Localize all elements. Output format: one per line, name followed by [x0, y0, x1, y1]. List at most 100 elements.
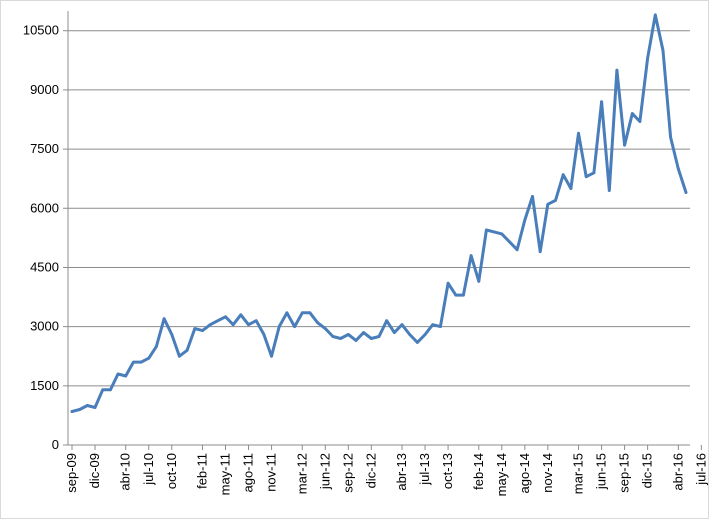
x-tick-label: jun-12: [317, 453, 332, 490]
data-point: [623, 143, 626, 147]
x-tick-label: sep-12: [340, 453, 355, 493]
x-tick-label: sep-15: [617, 453, 632, 493]
x-tick-label: abr-13: [394, 453, 409, 491]
x-tick-label: feb-11: [194, 453, 209, 489]
x-tick-label: ago-14: [517, 453, 532, 493]
data-point: [477, 279, 481, 283]
data-point: [193, 327, 197, 331]
data-point: [653, 13, 657, 17]
data-point: [70, 410, 74, 413]
data-point: [185, 348, 189, 352]
x-tick-label: nov-11: [264, 453, 279, 492]
data-point: [439, 325, 442, 329]
data-point: [270, 354, 273, 358]
y-tick-label: 6000: [30, 200, 59, 215]
data-point: [515, 248, 519, 252]
y-tick-label: 1500: [30, 378, 59, 393]
data-point: [615, 68, 619, 72]
x-tick-label: nov-14: [540, 453, 555, 493]
data-point: [392, 331, 396, 334]
x-tick-label: dic-15: [640, 453, 655, 488]
data-point: [408, 333, 412, 336]
y-tick-label: 4500: [30, 259, 59, 274]
data-point: [139, 360, 143, 364]
data-point: [208, 323, 212, 327]
x-tick-label: abr-10: [118, 453, 133, 491]
data-point: [577, 131, 580, 135]
data-point: [523, 218, 527, 222]
data-point: [101, 388, 105, 392]
x-tick-labels: sep-09 dic-09 abr-10 jul-10 oct-10 feb-11 may-…: [64, 453, 708, 496]
y-tick-label: 9000: [30, 82, 59, 97]
data-point: [385, 319, 389, 323]
data-point: [285, 311, 289, 315]
data-point: [630, 112, 634, 115]
data-point: [676, 167, 680, 171]
x-tick-label: feb-14: [471, 453, 486, 490]
data-point: [369, 337, 373, 340]
data-point: [316, 321, 319, 325]
data-point: [469, 254, 473, 258]
x-tick-label: mar-15: [571, 453, 586, 494]
x-tick-label: jul-10: [141, 453, 156, 486]
data-point: [669, 135, 673, 139]
data-point: [538, 250, 542, 254]
data-point: [531, 195, 534, 198]
data-point: [108, 388, 112, 392]
data-point: [400, 323, 404, 327]
data-point: [462, 293, 465, 297]
data-point: [592, 171, 596, 175]
x-tick-label: ago-11: [241, 453, 256, 493]
data-point: [661, 49, 665, 52]
data-point: [561, 173, 565, 177]
data-point: [323, 327, 327, 331]
data-point: [300, 311, 304, 315]
data-point: [346, 333, 350, 336]
data-point: [262, 333, 266, 336]
data-point: [638, 120, 642, 123]
y-tick-label: 10500: [23, 23, 59, 38]
y-tick-label: 3000: [30, 319, 59, 334]
data-point: [162, 317, 166, 321]
data-point: [584, 175, 588, 179]
data-point: [216, 319, 220, 323]
y-tick-labels: 0 1500 3000 4500 6000 7500 9000 10500: [23, 23, 59, 452]
data-point: [646, 56, 650, 60]
data-point: [224, 315, 227, 319]
data-point: [247, 323, 250, 327]
data-point: [607, 189, 611, 192]
x-tick-label: jul-16: [693, 453, 708, 486]
x-tick-label: may-11: [218, 453, 233, 495]
data-point: [415, 341, 419, 344]
data-point: [239, 313, 243, 317]
data-point: [124, 374, 128, 378]
data-point: [354, 339, 358, 342]
x-tick-label: may-14: [494, 453, 509, 496]
data-point: [569, 187, 573, 190]
x-tick-label: jun-15: [594, 453, 609, 490]
data-point: [446, 281, 450, 285]
x-tick-label: jul-13: [417, 453, 432, 486]
data-point: [500, 232, 504, 236]
data-point: [600, 100, 603, 104]
data-point: [201, 329, 204, 332]
data-point: [485, 228, 488, 232]
data-point: [116, 372, 120, 376]
data-point: [554, 198, 557, 202]
data-point: [362, 331, 366, 334]
x-tick-label: oct-13: [440, 453, 455, 489]
x-tick-label: dic-12: [363, 453, 378, 488]
data-point: [155, 344, 158, 348]
data-point: [377, 335, 381, 338]
data-point: [684, 191, 688, 194]
data-point: [454, 293, 458, 297]
data-point: [431, 323, 435, 327]
axes: [63, 11, 702, 450]
gridlines: [68, 30, 690, 387]
x-tick-label: oct-10: [164, 453, 179, 489]
data-point: [170, 333, 174, 336]
y-tick-label: 0: [52, 437, 59, 452]
x-tick-label: sep-09: [64, 453, 79, 493]
